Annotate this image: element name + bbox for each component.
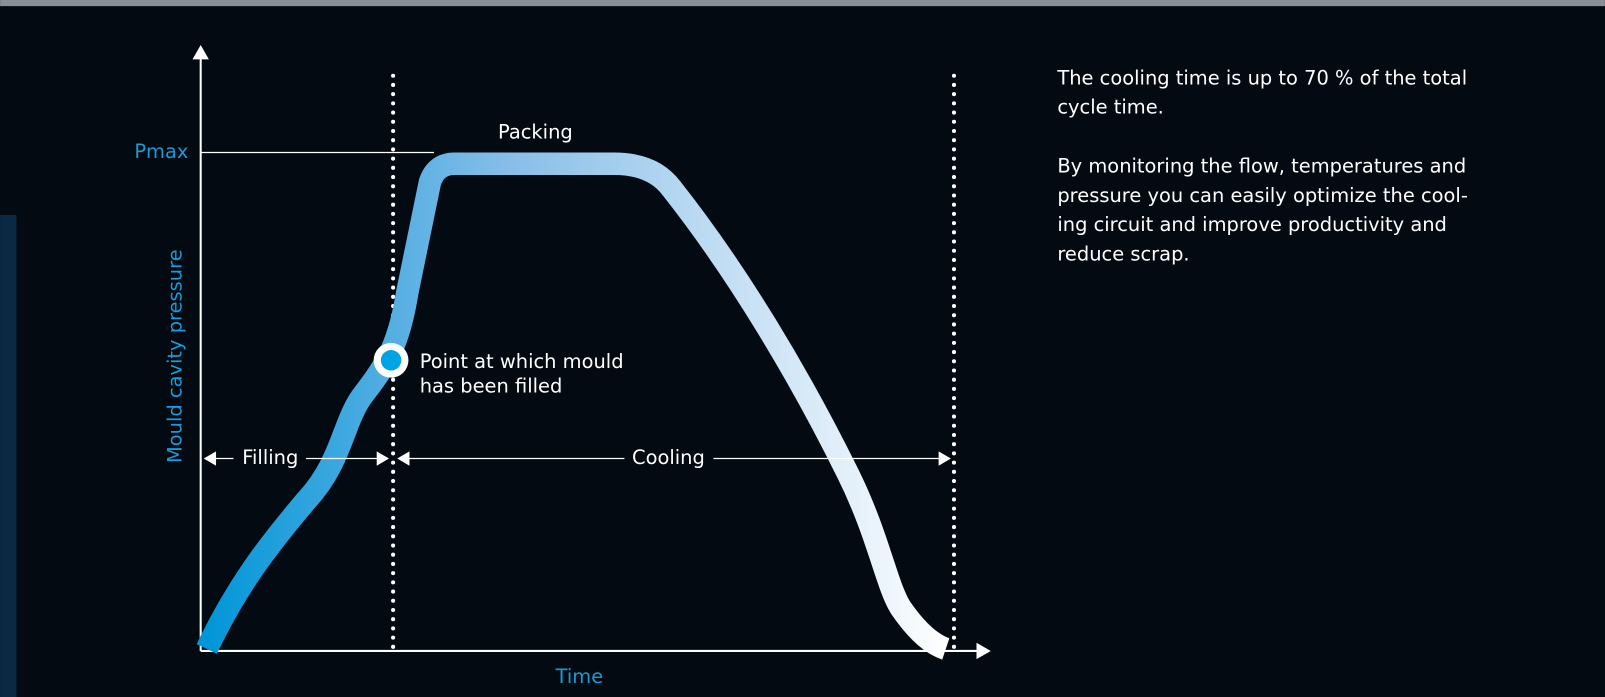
filling-label: Filling [242,446,298,469]
paragraph-line: By monitoring the flow, temperatures and [1057,154,1466,177]
edge-image [0,214,17,697]
y-axis-label: Mould cavity pressure [164,249,187,463]
description: The cooling time is up to 70 % of the to… [1056,66,1468,265]
paragraph-line: reduce scrap. [1057,243,1189,266]
arrowhead [938,451,951,466]
arrowhead [203,451,217,466]
x-axis-label: Time [555,665,604,688]
pressure-curve [196,152,950,660]
arrowhead [397,451,410,466]
paragraph-line: cycle time. [1057,96,1164,119]
x-arrow [976,642,991,660]
packing-label: Packing [498,121,573,144]
paragraph-line: The cooling time is up to 70 % of the to… [1056,66,1467,89]
paragraph-line: ing circuit and improve productivity and [1057,213,1447,236]
cooling-label: Cooling [632,446,705,469]
paragraph-line: pressure you can easily optimize the coo… [1057,184,1468,207]
fill-point [380,350,402,371]
annotation: has been filled [420,374,563,397]
top-strip [0,0,1605,7]
pmax-label: Pmax [134,140,188,163]
y-arrow [192,45,209,60]
annotation: Point at which mould [420,350,624,373]
arrowhead [376,451,390,466]
